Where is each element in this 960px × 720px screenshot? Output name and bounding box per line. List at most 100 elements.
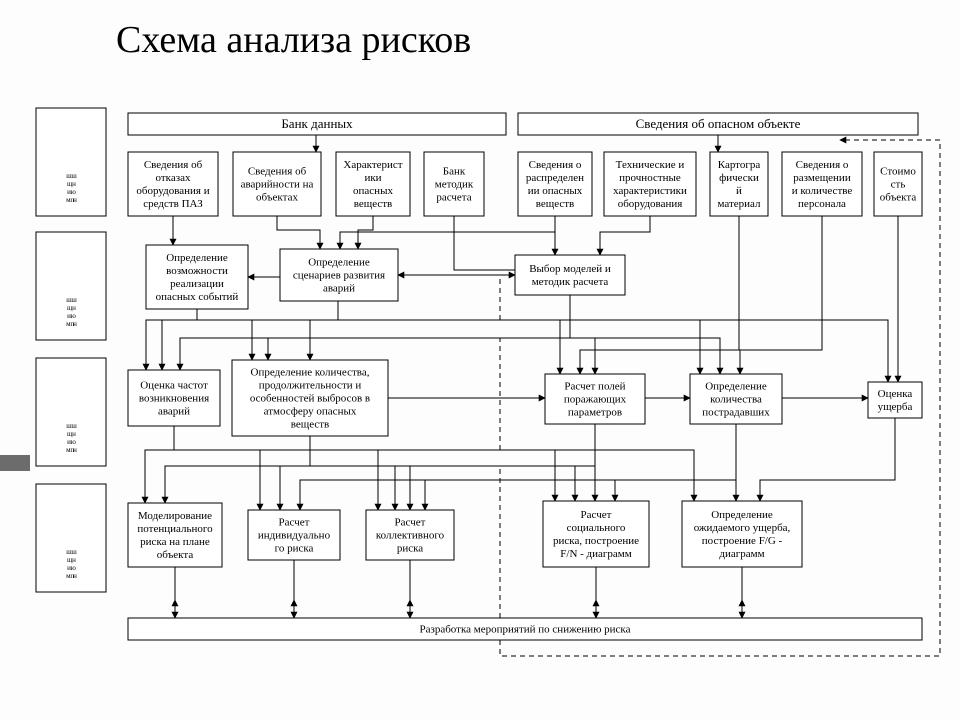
node-label: Сведения об bbox=[248, 166, 307, 178]
node-label: распределен bbox=[526, 172, 584, 184]
edge bbox=[268, 295, 570, 360]
node-label: коллективного bbox=[376, 530, 445, 542]
node-label: сценариев развития bbox=[293, 270, 385, 282]
side-scribble: и ю bbox=[67, 312, 75, 320]
node-label: продолжительности и bbox=[259, 380, 362, 392]
node-label: ики bbox=[364, 172, 381, 184]
side-scribble: м пн bbox=[66, 320, 77, 328]
edge bbox=[425, 424, 736, 510]
node-label: Сведения о bbox=[796, 159, 849, 171]
node-label: индивидуально bbox=[258, 530, 331, 542]
node-label: оборудования и bbox=[136, 185, 209, 197]
node-label: веществ bbox=[354, 198, 393, 210]
node-label: Определение количества, bbox=[251, 367, 370, 379]
node-label: социального bbox=[567, 522, 626, 534]
node-label: Оценка частот bbox=[140, 380, 208, 392]
side-scribble: ш ш bbox=[66, 422, 77, 430]
node-label: Характерист bbox=[343, 159, 402, 171]
edge bbox=[338, 301, 888, 382]
node-label: реализации bbox=[170, 278, 224, 290]
node-label: отказах bbox=[156, 172, 191, 184]
node-label: опасных bbox=[353, 185, 393, 197]
node-label: материал bbox=[717, 198, 761, 210]
node-label: параметров bbox=[568, 407, 622, 419]
node-label: диаграмм bbox=[719, 548, 764, 560]
edge bbox=[570, 295, 720, 374]
side-scribble: м пн bbox=[66, 446, 77, 454]
node-label: ущерба bbox=[878, 401, 913, 413]
node-label: ожидаемого ущерба, bbox=[694, 522, 791, 534]
edge bbox=[145, 426, 174, 503]
node-label: веществ bbox=[291, 419, 330, 431]
side-scribble: щ н bbox=[67, 180, 76, 188]
node-label: сть bbox=[891, 179, 906, 191]
node-label: возникновения bbox=[139, 393, 209, 405]
edge bbox=[570, 295, 595, 374]
node-label: риска, построение bbox=[553, 535, 639, 547]
node-label: Банк bbox=[443, 166, 466, 178]
node-label: Расчет bbox=[581, 509, 612, 521]
node-label: Разработка мероприятий по снижению риска bbox=[419, 624, 630, 636]
node-label: количества bbox=[710, 394, 762, 406]
side-scribble: м пн bbox=[66, 196, 77, 204]
node-label: аварий bbox=[158, 406, 190, 418]
node-label: Определение bbox=[711, 509, 773, 521]
node-label: Расчет bbox=[279, 517, 310, 529]
node-label: риска на плане bbox=[140, 536, 210, 548]
node-label: Определение bbox=[166, 252, 228, 264]
edge bbox=[174, 426, 260, 510]
node-label: объектах bbox=[256, 192, 298, 204]
node-label: Сведения о bbox=[529, 159, 582, 171]
side-scribble: ш ш bbox=[66, 296, 77, 304]
node-label: методик bbox=[435, 179, 474, 191]
node-label: Стоимо bbox=[880, 166, 916, 178]
edge bbox=[197, 309, 310, 360]
node-label: Сведения об bbox=[144, 159, 203, 171]
side-scribble: ш ш bbox=[66, 548, 77, 556]
edge bbox=[615, 424, 736, 501]
edge bbox=[277, 216, 320, 249]
side-scribble: и ю bbox=[67, 188, 75, 196]
node-label: ии опасных bbox=[528, 185, 583, 197]
node-label: Моделирование bbox=[138, 510, 212, 522]
edge bbox=[174, 426, 378, 510]
header-label: Банк данных bbox=[281, 116, 353, 131]
node-label: атмосферу опасных bbox=[264, 406, 357, 418]
node-label: й bbox=[736, 185, 742, 197]
edge bbox=[174, 426, 555, 501]
side-scribble: и ю bbox=[67, 564, 75, 572]
node-label: особенностей выбросов в bbox=[250, 393, 370, 405]
node-label: аварийности на bbox=[241, 179, 314, 191]
edge bbox=[280, 424, 595, 510]
node-label: риска bbox=[397, 543, 423, 555]
side-scribble: щ н bbox=[67, 556, 76, 564]
edge bbox=[760, 418, 895, 501]
node-label: объекта bbox=[157, 549, 194, 561]
node-label: и количестве bbox=[792, 185, 853, 197]
node-label: персонала bbox=[798, 198, 846, 210]
edge bbox=[310, 436, 575, 501]
header-label: Сведения об опасном объекте bbox=[636, 116, 801, 131]
node-label: Оценка bbox=[878, 388, 913, 400]
edge bbox=[300, 424, 736, 510]
node-label: Определение bbox=[308, 257, 370, 269]
edge bbox=[600, 216, 650, 255]
node-label: возможности bbox=[166, 265, 228, 277]
node-label: оборудования bbox=[618, 198, 683, 210]
edge bbox=[146, 309, 197, 370]
node-label: фически bbox=[719, 172, 759, 184]
node-label: средств ПАЗ bbox=[143, 198, 203, 210]
node-label: Технические и bbox=[616, 159, 685, 171]
node-label: объекта bbox=[880, 192, 917, 204]
edge bbox=[340, 216, 555, 249]
node-label: потенциального bbox=[137, 523, 213, 535]
edge bbox=[252, 301, 338, 360]
risk-diagram: Банк данных Сведения об опасном объекте С… bbox=[0, 0, 960, 720]
node-label: F/N - диаграмм bbox=[560, 548, 632, 560]
side-scribble: ш ш bbox=[66, 172, 77, 180]
node-label: Определение bbox=[705, 381, 767, 393]
node-label: расчета bbox=[436, 192, 471, 204]
node-label: поражающих bbox=[564, 394, 627, 406]
side-scribble: м пн bbox=[66, 572, 77, 580]
node-label: пострадавших bbox=[702, 407, 770, 419]
